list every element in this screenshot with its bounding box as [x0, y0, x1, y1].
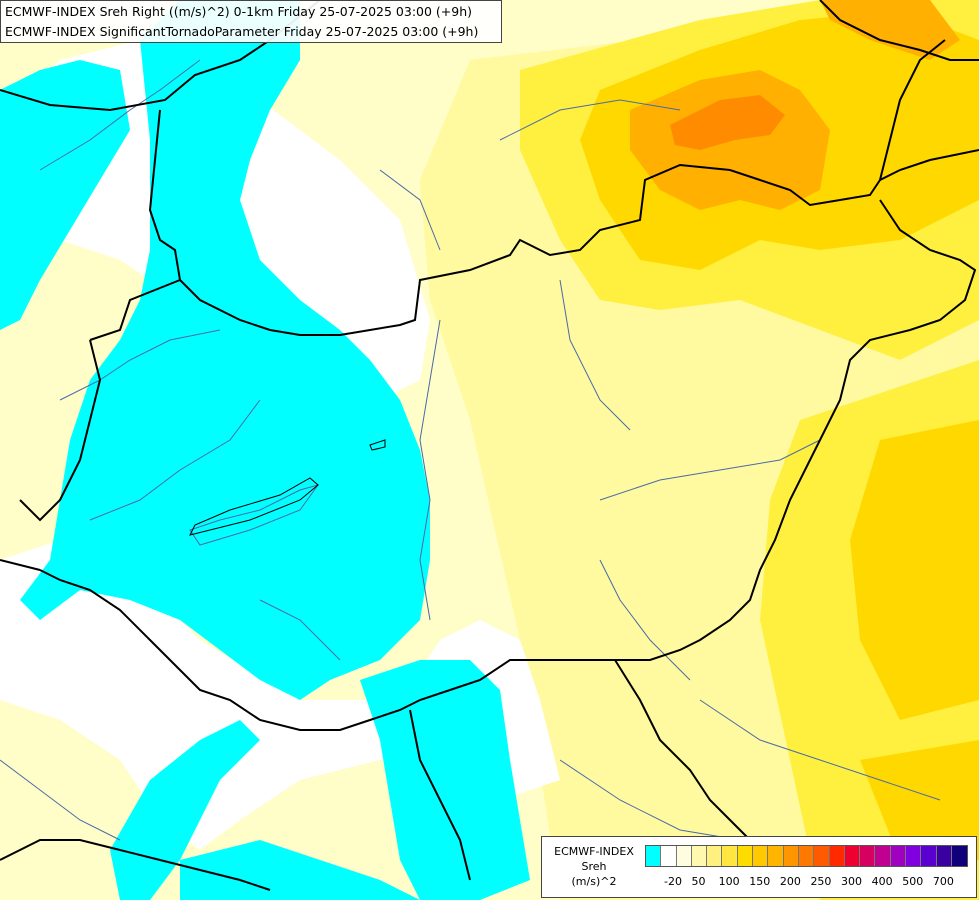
cyan-area-southwest — [110, 720, 260, 900]
legend-swatch — [844, 846, 861, 866]
cyan-area-northwest — [0, 60, 130, 330]
legend-variable: Sreh — [581, 860, 607, 873]
legend-tick-label: 700 — [932, 875, 954, 888]
legend-swatch — [814, 846, 830, 866]
lake-outline-small — [369, 439, 386, 451]
legend-unit: (m/s)^2 — [571, 875, 617, 888]
legend-tick-label: 400 — [871, 875, 893, 888]
legend-swatches — [645, 845, 969, 867]
cyan-area-south — [360, 660, 530, 900]
title-line-2: ECMWF-INDEX SignificantTornadoParameter … — [5, 24, 479, 39]
legend-title: ECMWF-INDEX — [554, 845, 634, 858]
legend-tick-label: 50 — [691, 875, 706, 888]
legend-tick-label: 200 — [779, 875, 801, 888]
legend-tick-label: 250 — [810, 875, 832, 888]
legend-swatch — [798, 846, 815, 866]
legend-swatch — [676, 846, 692, 866]
lake-outline — [189, 477, 319, 536]
legend-swatch — [783, 846, 799, 866]
rivers — [0, 59, 941, 841]
legend-tick-label: 500 — [902, 875, 924, 888]
cyan-area-main — [20, 0, 430, 700]
dark-orange-area — [670, 95, 785, 150]
white-area-south — [0, 540, 560, 850]
legend-tick-label: 300 — [841, 875, 863, 888]
legend-swatch — [646, 846, 662, 866]
legend-swatch — [737, 846, 754, 866]
legend-ticks: -20 50 100 150 200 250 300 400 500 700 — [645, 875, 975, 889]
gold-area-east — [850, 420, 979, 720]
legend-swatch — [951, 846, 968, 866]
legend-swatch — [768, 846, 784, 866]
legend-tick-label: 150 — [749, 875, 771, 888]
legend-swatch — [661, 846, 677, 866]
legend-swatch — [906, 846, 922, 866]
legend-swatch — [936, 846, 952, 866]
legend-tick-label: 100 — [718, 875, 740, 888]
legend-label: ECMWF-INDEX Sreh (m/s)^2 — [546, 844, 642, 889]
legend-swatch — [829, 846, 845, 866]
gold-area-southeast — [860, 740, 979, 860]
legend-swatch — [691, 846, 708, 866]
legend-swatch — [860, 846, 876, 866]
legend-swatch — [707, 846, 723, 866]
legend-swatch — [921, 846, 937, 866]
color-legend: ECMWF-INDEX Sreh (m/s)^2 -20 50 100 150 200 2… — [541, 836, 977, 898]
legend-swatch — [722, 846, 738, 866]
title-line-1: ECMWF-INDEX Sreh Right ((m/s)^2) 0-1km F… — [5, 4, 473, 19]
cyan-area-bottom — [180, 840, 420, 900]
legend-tick-label: -20 — [664, 875, 682, 888]
legend-swatch — [890, 846, 907, 866]
legend-swatch — [753, 846, 769, 866]
orange-area-top — [820, 0, 960, 60]
legend-swatch — [875, 846, 891, 866]
map-title: ECMWF-INDEX Sreh Right ((m/s)^2) 0-1km F… — [0, 0, 502, 43]
